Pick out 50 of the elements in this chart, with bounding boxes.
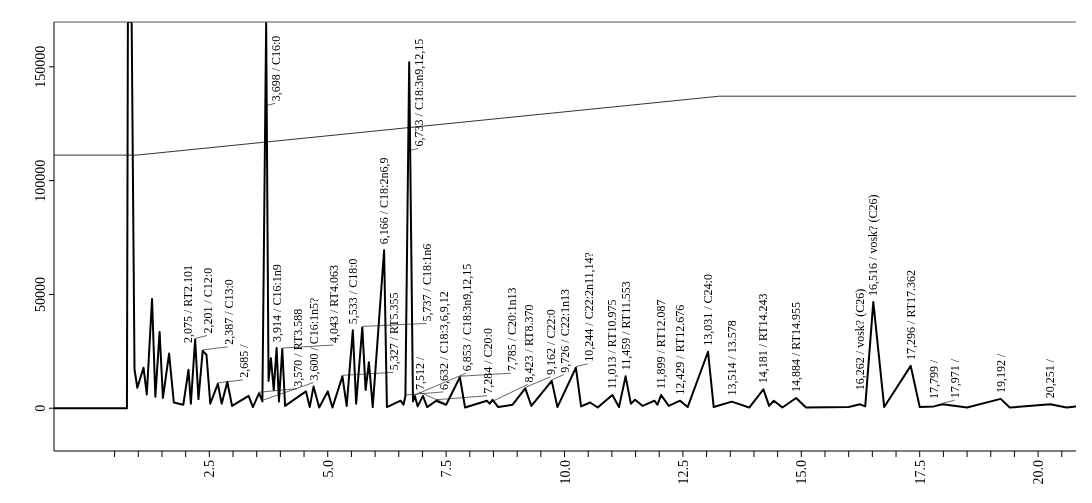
annotation: 8,423 / RT8.370 — [521, 304, 536, 383]
annotation: 3,914 / C16:1n9 — [269, 264, 284, 342]
annotation: 6,853 / C18:3n9,12,15 — [459, 263, 474, 372]
annotation: 5,737 / C18:1n6 — [420, 243, 435, 322]
annotation: 20,251 / — [1043, 358, 1058, 399]
annotation: 9,726 / C22:1n13 — [557, 289, 572, 373]
annotation: 3,698 / C16:0 — [269, 35, 284, 102]
y-tick-label: 100000 — [33, 159, 48, 202]
annotation: 14,884 / RT14.955 — [789, 302, 804, 392]
annotation: 16,516 / vosk? (C26) — [866, 194, 881, 296]
annotation: 3,570 / RT3.588 — [291, 308, 306, 387]
annotation: 11,899 / RT12.087 — [654, 299, 669, 390]
x-tick-label: 5.0 — [320, 460, 336, 478]
annotation: 13,031 / C24:0 — [701, 274, 716, 346]
y-tick-label: 150000 — [33, 45, 48, 88]
y-tick-label: 0 — [33, 404, 48, 412]
annotation: 7,284 / C20:0 — [481, 328, 496, 394]
annotation: 16,262 / vosk? (C26) — [853, 288, 868, 391]
annotation: 6,733 / C18:3n9,12,15 — [412, 38, 427, 147]
annotation: 12,429 / RT12.676 — [673, 304, 688, 395]
annotation: 9,162 / C22:0 — [544, 309, 559, 375]
x-tick-label: 2.5 — [202, 460, 218, 478]
annotation: 19,192 / — [993, 352, 1008, 393]
annotation: 17,799 / — [926, 358, 941, 399]
annotation: 6,166 / C18:2n6,9 — [377, 157, 392, 245]
annotation: 2,387 / C13:0 — [221, 279, 236, 345]
annotation: 7,785 / C20:1n13 — [504, 287, 519, 372]
annotation: 2,075 / RT2.101 — [181, 265, 196, 343]
x-tick-label: 15.0 — [794, 460, 810, 485]
x-tick-label: 17.5 — [912, 460, 928, 485]
annotation: 5,327 / RT5.355 — [387, 292, 402, 371]
annotation: 3,600 / C16:1n5? — [307, 297, 322, 381]
x-tick-label: 7.5 — [439, 460, 455, 478]
x-tick-label: 10.0 — [557, 460, 573, 485]
annotation: 7,512 / — [413, 355, 428, 390]
annotation: 13,514 / 13.578 — [724, 320, 739, 396]
x-tick-label: 20.0 — [1031, 460, 1047, 485]
annotation: 4,043 / RT4.063 — [327, 265, 342, 344]
annotation: 11,459 / RT11.553 — [618, 281, 633, 371]
annotation: 11,013 / RT10.975 — [605, 299, 620, 390]
annotation: 14,181 / RT14.243 — [756, 293, 771, 384]
annotation: 2,685 / — [236, 343, 251, 378]
annotation: 17,296 / RT17.362 — [903, 269, 918, 360]
annotation: 17,971 / — [948, 358, 963, 399]
x-tick-label: 12.5 — [675, 460, 691, 485]
annotation: 5,533 / C18:0 — [345, 258, 360, 325]
annotation: 6,632 / C18:3,6,9,12 — [437, 291, 452, 390]
annotation: 10,244 / C22:2n11,14? — [581, 252, 596, 362]
y-tick-label: 50000 — [33, 276, 48, 312]
annotation: 2,201 / C12:0 — [201, 267, 216, 334]
